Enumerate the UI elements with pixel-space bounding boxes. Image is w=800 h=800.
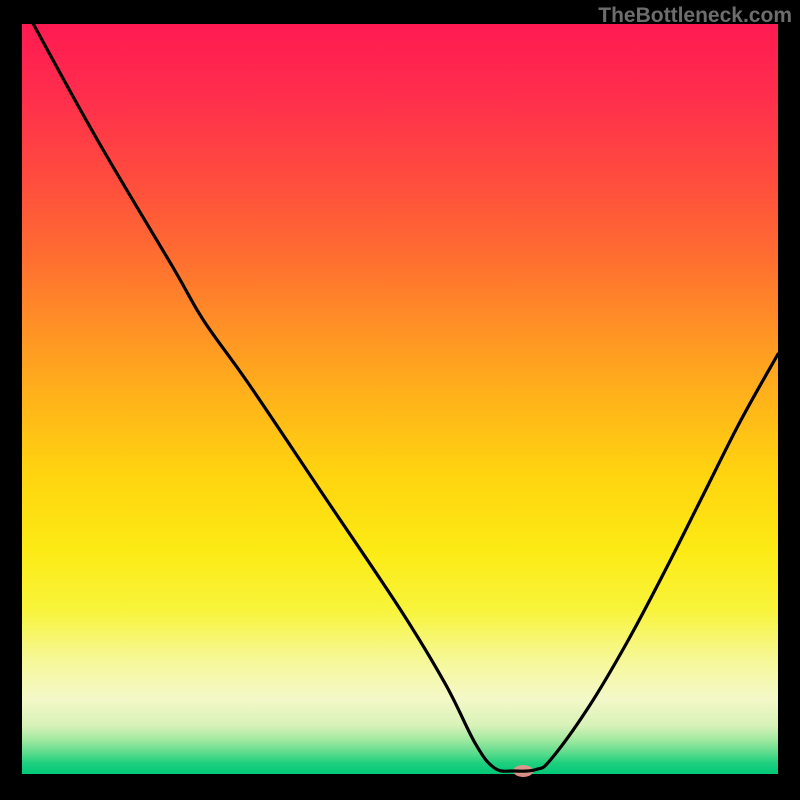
watermark-text: TheBottleneck.com — [598, 4, 792, 28]
plot-background — [22, 24, 778, 774]
bottleneck-chart — [0, 0, 800, 800]
chart-container: { "watermark": { "text": "TheBottleneck.… — [0, 0, 800, 800]
